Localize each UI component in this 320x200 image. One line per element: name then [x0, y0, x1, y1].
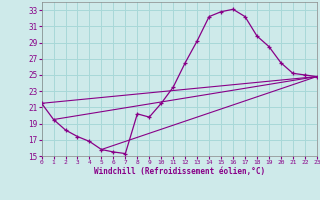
X-axis label: Windchill (Refroidissement éolien,°C): Windchill (Refroidissement éolien,°C): [94, 167, 265, 176]
